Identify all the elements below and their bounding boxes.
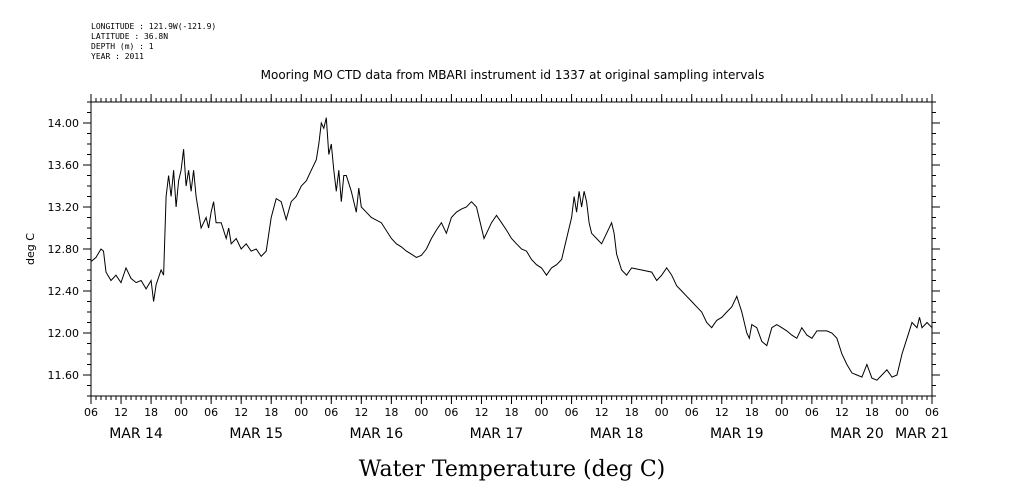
x-hour-label: 06 — [324, 406, 338, 419]
x-axis: 06 12 18 00 06 12 18 00 06 12 18 00 06 12 18 00 06 12 18 00… — [84, 94, 939, 419]
minor-ticks — [90, 98, 933, 400]
y-tick-label: 13.60 — [48, 159, 80, 172]
x-hour-label: 06 — [925, 406, 939, 419]
x-hour-label: 00 — [414, 406, 428, 419]
x-hour-label: 12 — [354, 406, 368, 419]
x-hour-label: 00 — [775, 406, 789, 419]
x-day-label: MAR 14 — [109, 426, 163, 442]
y-tick-label: 12.40 — [48, 285, 80, 298]
x-day-label: MAR 15 — [229, 426, 283, 442]
plot-frame — [90, 101, 933, 397]
y-tick-label: 13.20 — [48, 201, 80, 214]
metadata-block: LONGITUDE : 121.9W(-121.9) LATITUDE : 36… — [91, 22, 216, 62]
y-tick-label: 11.60 — [48, 369, 80, 382]
y-tick-label: 12.80 — [48, 243, 80, 256]
x-hour-label: 12 — [715, 406, 729, 419]
x-hour-label: 18 — [505, 406, 519, 419]
meta-depth: DEPTH (m) : 1 — [91, 42, 154, 51]
x-hour-label: 00 — [535, 406, 549, 419]
x-hour-label: 18 — [745, 406, 759, 419]
x-hour-label: 06 — [685, 406, 699, 419]
x-day-label: MAR 19 — [710, 426, 764, 442]
x-hour-label: 12 — [595, 406, 609, 419]
x-hour-label: 18 — [865, 406, 879, 419]
x-hour-label: 00 — [174, 406, 188, 419]
x-hour-label: 12 — [234, 406, 248, 419]
x-hour-label: 12 — [835, 406, 849, 419]
meta-latitude: LATITUDE : 36.8N — [91, 32, 169, 41]
x-day-label: MAR 17 — [470, 426, 524, 442]
chart-title: Mooring MO CTD data from MBARI instrumen… — [260, 68, 765, 82]
x-axis-title: Water Temperature (deg C) — [359, 457, 666, 482]
x-day-label: MAR 20 — [830, 426, 884, 442]
y-tick-label: 12.00 — [48, 327, 80, 340]
x-day-label: MAR 21 — [895, 426, 949, 442]
x-hour-label: 06 — [565, 406, 579, 419]
x-hour-label: 18 — [384, 406, 398, 419]
x-hour-label: 12 — [474, 406, 488, 419]
x-day-label: MAR 18 — [590, 426, 644, 442]
x-hour-label: 00 — [294, 406, 308, 419]
x-hour-label: 12 — [114, 406, 128, 419]
x-hour-label: 06 — [84, 406, 98, 419]
x-hour-label: 00 — [895, 406, 909, 419]
x-hour-label: 06 — [444, 406, 458, 419]
x-hour-label: 00 — [655, 406, 669, 419]
x-hour-label: 06 — [805, 406, 819, 419]
x-hour-label: 18 — [144, 406, 158, 419]
meta-longitude: LONGITUDE : 121.9W(-121.9) — [91, 22, 217, 31]
y-axis-label: deg C — [24, 233, 37, 265]
y-tick-label: 14.00 — [48, 117, 80, 130]
x-hour-label: 06 — [204, 406, 218, 419]
meta-year: YEAR : 2011 — [91, 52, 144, 61]
day-labels: MAR 14 MAR 15 MAR 16 MAR 17 MAR 18 MAR 19 MAR … — [109, 426, 949, 442]
temperature-series-line — [90, 117, 933, 381]
y-axis: 14.00 13.60 13.20 12.80 12.40 12.00 11.60 — [48, 101, 940, 397]
x-hour-label: 18 — [264, 406, 278, 419]
chart-title-row: Mooring MO CTD data from MBARI instrumen… — [0, 68, 1009, 82]
x-day-label: MAR 16 — [350, 426, 404, 442]
x-hour-label: 18 — [625, 406, 639, 419]
